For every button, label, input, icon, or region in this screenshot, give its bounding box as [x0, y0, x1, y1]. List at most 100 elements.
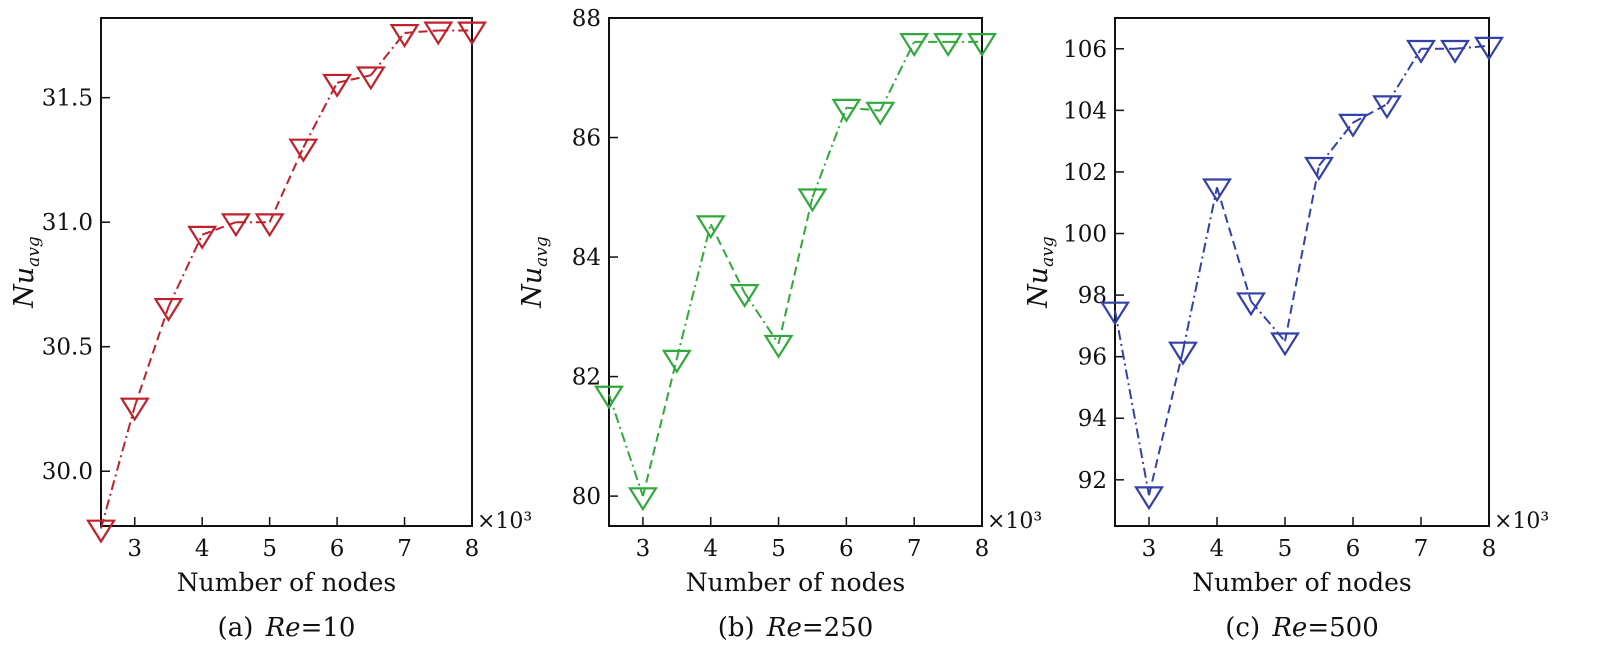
data-point-marker	[1474, 36, 1504, 61]
y-tick-label: 102	[1063, 160, 1107, 186]
panel-caption: (a) Re=10	[218, 613, 356, 643]
x-multiplier-label: ×10³	[1494, 509, 1549, 534]
x-tick-label: 5	[771, 536, 786, 562]
series-line-segment	[133, 306, 170, 407]
data-point-marker	[355, 66, 386, 91]
y-tick-label: 31.5	[42, 86, 93, 112]
data-point-marker	[1304, 156, 1334, 181]
data-point-marker	[254, 213, 285, 238]
x-axis-label: Number of nodes	[686, 568, 905, 597]
data-point-marker	[1168, 341, 1198, 366]
data-point-marker	[1440, 39, 1470, 64]
series-line-segment	[641, 358, 678, 497]
y-tick-label: 80	[572, 484, 601, 510]
series-line-segment	[1216, 187, 1252, 302]
data-point-marker	[1202, 178, 1232, 203]
data-point-marker	[187, 225, 218, 250]
plot-frame	[608, 17, 983, 527]
x-tick-label: 7	[907, 536, 922, 562]
x-multiplier-label: ×10³	[987, 509, 1042, 534]
x-tick-label: 8	[1482, 536, 1497, 562]
y-axis-label: Nuavg	[1023, 236, 1058, 309]
x-tick-label: 4	[703, 536, 718, 562]
chart-panel-a: 3 4 5 6 7 8 30.0 30.5 31.0 31.5 ×10³ Number of node…	[9, 17, 532, 643]
y-tick-label: 94	[1078, 406, 1107, 432]
series-line-segment	[1250, 300, 1286, 342]
data-point-marker	[797, 188, 828, 213]
y-axis-label-subscript: avg	[24, 236, 44, 267]
y-tick-label: 30.0	[42, 459, 93, 485]
panel-caption: (c) Re=500	[1225, 613, 1379, 643]
data-point-marker	[661, 349, 692, 374]
data-point-marker	[389, 24, 420, 49]
series-line-segment	[1182, 187, 1218, 351]
x-tick-label: 7	[397, 536, 412, 562]
plot-frame	[1114, 17, 1490, 527]
data-point-marker	[729, 284, 760, 308]
y-tick-label: 96	[1078, 345, 1107, 371]
data-point-marker	[594, 385, 624, 410]
data-point-marker	[423, 21, 454, 46]
x-tick-label: 4	[195, 536, 210, 562]
series-line-segment	[1454, 44, 1490, 50]
series-line-segment	[1114, 310, 1150, 496]
data-point-marker	[933, 33, 964, 57]
x-tick-label: 5	[262, 536, 277, 562]
y-tick-label: 84	[572, 245, 601, 271]
x-tick-label: 8	[975, 536, 990, 562]
series-line-segment	[846, 106, 881, 112]
y-tick-label: 104	[1063, 98, 1107, 124]
x-tick-label: 3	[1142, 536, 1157, 562]
caption-prefix: (b)	[718, 613, 763, 643]
data-point-marker	[1100, 301, 1130, 326]
y-tick-label: 86	[572, 126, 601, 152]
series-line-segment	[879, 41, 916, 112]
caption-value: =10	[301, 613, 356, 643]
caption-value: =500	[1307, 613, 1378, 643]
data-point-marker	[119, 397, 150, 422]
x-tick-label: 3	[127, 536, 142, 562]
y-axis-label-main: Nu	[9, 267, 40, 309]
series-line-segment	[608, 394, 644, 497]
x-tick-label: 4	[1210, 536, 1225, 562]
y-tick-label: 100	[1063, 222, 1107, 248]
data-point-marker	[1338, 113, 1368, 138]
y-axis-label-main: Nu	[517, 267, 548, 309]
y-axis-label-subscript: avg	[1038, 236, 1058, 267]
series-line-segment	[167, 234, 204, 308]
series-line-segment	[1148, 350, 1184, 496]
series-line-segment	[709, 223, 746, 294]
data-point-marker	[1372, 95, 1402, 120]
data-point-marker	[899, 33, 930, 57]
data-point-marker	[1134, 486, 1164, 511]
data-point-marker	[1270, 332, 1300, 357]
data-point-marker	[322, 73, 353, 98]
series-line-segment	[302, 82, 338, 148]
data-point-marker	[86, 519, 116, 544]
y-tick-label: 30.5	[42, 335, 93, 361]
x-multiplier-label: ×10³	[477, 509, 532, 534]
plot-frame	[100, 17, 473, 527]
series-line-segment	[268, 147, 305, 223]
caption-prefix: (c)	[1225, 613, 1268, 643]
caption-value: =250	[802, 613, 873, 643]
data-point-marker	[763, 334, 794, 359]
x-tick-label: 6	[839, 536, 854, 562]
data-point-marker	[457, 21, 487, 46]
x-tick-label: 3	[636, 536, 651, 562]
data-point-marker	[967, 33, 997, 57]
x-tick-label: 5	[1278, 536, 1293, 562]
data-point-marker	[695, 215, 726, 240]
caption-variable: Re	[1271, 613, 1307, 643]
x-tick-label: 7	[1414, 536, 1429, 562]
x-axis-label: Number of nodes	[1192, 568, 1411, 597]
y-axis-label-subscript: avg	[532, 236, 552, 267]
series-line-segment	[675, 223, 712, 359]
caption-variable: Re	[766, 613, 802, 643]
data-point-marker	[220, 213, 251, 238]
series-line-segment	[100, 406, 136, 529]
y-axis-label: Nuavg	[517, 236, 552, 309]
data-point-marker	[831, 98, 862, 123]
